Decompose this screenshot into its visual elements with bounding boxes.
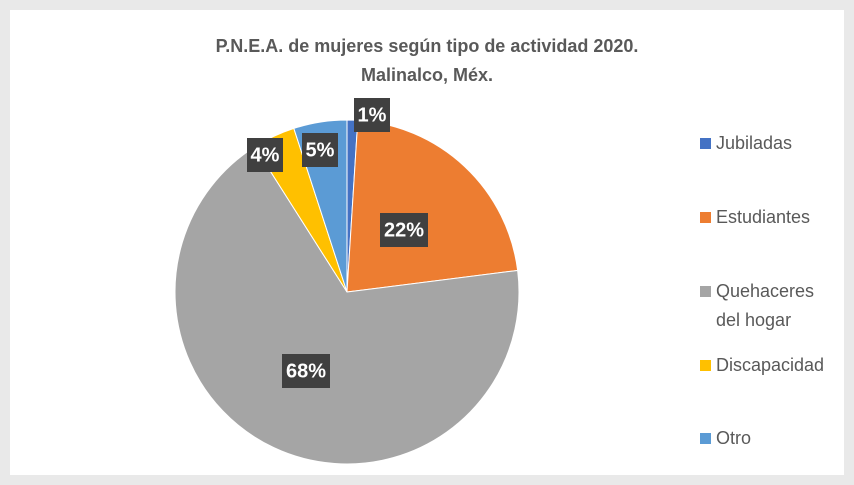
legend-swatch [700, 433, 711, 444]
data-label: 4% [251, 144, 280, 166]
legend-swatch [700, 138, 711, 149]
data-label-box [302, 133, 338, 167]
legend-swatch [700, 360, 711, 371]
legend-line: del hogar [716, 310, 791, 330]
data-label: 5% [306, 139, 335, 161]
legend-swatch [700, 212, 711, 223]
legend-label: Estudiantes [716, 207, 810, 227]
data-label-box [247, 138, 283, 172]
data-label-box [282, 354, 330, 388]
legend-label: Quehaceres del hogar [716, 281, 814, 330]
data-label: 22% [384, 219, 424, 241]
data-label-box [380, 213, 428, 247]
data-label-box [354, 98, 390, 132]
legend-label: Otro [716, 428, 751, 448]
legend-label: Jubiladas [716, 133, 792, 153]
legend-line: Quehaceres [716, 281, 814, 301]
pie-slice [174, 146, 520, 465]
legend-swatch [700, 286, 711, 297]
chart-title: Malinalco, Méx. [361, 65, 493, 85]
chart-title: P.N.E.A. de mujeres según tipo de activi… [216, 36, 639, 56]
data-label: 68% [286, 360, 326, 382]
legend-label: Discapacidad [716, 355, 824, 375]
data-label: 1% [358, 104, 387, 126]
